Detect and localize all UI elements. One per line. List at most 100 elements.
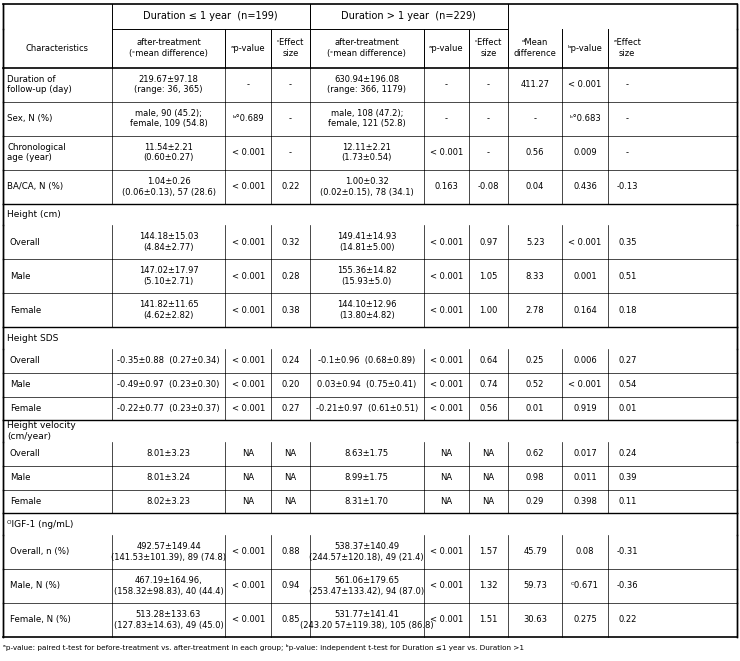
Text: 0.51: 0.51 [618,272,636,281]
Text: -: - [626,148,629,157]
Text: 45.79: 45.79 [523,547,547,557]
Text: 0.24: 0.24 [618,449,636,458]
Text: 8.99±1.75: 8.99±1.75 [345,473,388,482]
Text: NA: NA [482,497,494,506]
Text: < 0.001: < 0.001 [232,615,265,625]
Text: NA: NA [482,473,494,482]
Text: < 0.001: < 0.001 [430,238,463,247]
Text: 0.164: 0.164 [574,306,597,315]
Text: < 0.001: < 0.001 [430,380,463,389]
Text: 0.56: 0.56 [526,148,545,157]
Text: -0.22±0.77  (0.23±0.37): -0.22±0.77 (0.23±0.37) [117,404,220,413]
Text: ᵃp-value: ᵃp-value [429,44,464,53]
Text: NA: NA [284,449,297,458]
Text: ᵃp-value: paired t-test for before-treatment vs. after-treatment in each group; : ᵃp-value: paired t-test for before-treat… [3,644,524,651]
Text: Male: Male [10,272,30,281]
Text: -0.13: -0.13 [616,182,638,191]
Text: < 0.001: < 0.001 [232,148,265,157]
Text: 8.01±3.24: 8.01±3.24 [147,473,190,482]
Text: 0.011: 0.011 [574,473,597,482]
Text: < 0.001: < 0.001 [430,148,463,157]
Text: 0.32: 0.32 [281,238,300,247]
Text: 0.88: 0.88 [281,547,300,557]
Text: < 0.001: < 0.001 [568,238,602,247]
Text: Overall, n (%): Overall, n (%) [10,547,70,557]
Text: 0.25: 0.25 [526,356,545,366]
Text: -: - [289,80,292,89]
Text: < 0.001: < 0.001 [232,238,265,247]
Text: 1.32: 1.32 [480,582,498,590]
Text: -0.1±0.96  (0.68±0.89): -0.1±0.96 (0.68±0.89) [318,356,415,366]
Text: -: - [487,114,490,123]
Text: < 0.001: < 0.001 [232,380,265,389]
Text: 8.33: 8.33 [526,272,545,281]
Text: 0.006: 0.006 [574,356,597,366]
Text: 0.22: 0.22 [281,182,300,191]
Text: 0.28: 0.28 [281,272,300,281]
Text: < 0.001: < 0.001 [232,582,265,590]
Text: < 0.001: < 0.001 [430,615,463,625]
Text: 8.01±3.23: 8.01±3.23 [147,449,190,458]
Text: < 0.001: < 0.001 [232,547,265,557]
Text: 467.19±164.96,
(158.32±98.83), 40 (44.4): 467.19±164.96, (158.32±98.83), 40 (44.4) [114,576,223,596]
Text: 0.54: 0.54 [618,380,636,389]
Text: 30.63: 30.63 [523,615,547,625]
Text: 0.94: 0.94 [281,582,300,590]
Text: 0.22: 0.22 [618,615,636,625]
Text: < 0.001: < 0.001 [430,306,463,315]
Text: 5.23: 5.23 [526,238,545,247]
Text: 144.10±12.96
(13.80±4.82): 144.10±12.96 (13.80±4.82) [337,300,397,320]
Text: Characteristics: Characteristics [26,44,89,53]
Text: NA: NA [284,497,297,506]
Text: 8.63±1.75: 8.63±1.75 [345,449,388,458]
Text: 0.436: 0.436 [573,182,597,191]
Text: BA/CA, N (%): BA/CA, N (%) [7,182,63,191]
Text: 0.64: 0.64 [480,356,498,366]
Text: 141.82±11.65
(4.62±2.82): 141.82±11.65 (4.62±2.82) [138,300,198,320]
Text: < 0.001: < 0.001 [430,582,463,590]
Text: < 0.001: < 0.001 [232,404,265,413]
Text: 0.27: 0.27 [618,356,636,366]
Text: -: - [534,114,536,123]
Text: Male: Male [10,473,30,482]
Text: Female: Female [10,306,41,315]
Text: 0.18: 0.18 [618,306,636,315]
Text: 0.398: 0.398 [573,497,597,506]
Text: < 0.001: < 0.001 [430,272,463,281]
Text: 538.37±140.49
(244.57±120.18), 49 (21.4): 538.37±140.49 (244.57±120.18), 49 (21.4) [309,542,424,562]
Text: 0.08: 0.08 [576,547,594,557]
Text: after-treatment
(ᶜmean difference): after-treatment (ᶜmean difference) [129,38,208,58]
Text: < 0.001: < 0.001 [568,380,602,389]
Text: 219.67±97.18
(range: 36, 365): 219.67±97.18 (range: 36, 365) [134,75,203,95]
Text: ᵉEffect
size: ᵉEffect size [613,38,641,58]
Text: < 0.001: < 0.001 [232,306,265,315]
Text: Duration ≤ 1 year  (n=199): Duration ≤ 1 year (n=199) [144,11,278,21]
Text: 0.29: 0.29 [526,497,545,506]
Text: NA: NA [440,473,452,482]
Text: Chronological
age (year): Chronological age (year) [7,143,66,163]
Text: Male, N (%): Male, N (%) [10,582,60,590]
Text: Height SDS: Height SDS [7,334,58,342]
Text: 492.57±149.44
(141.53±101.39), 89 (74.8): 492.57±149.44 (141.53±101.39), 89 (74.8) [111,542,226,562]
Text: 0.017: 0.017 [574,449,597,458]
Text: ᶜEffect
size: ᶜEffect size [475,38,502,58]
Text: 0.001: 0.001 [574,272,597,281]
Text: 0.03±0.94  (0.75±0.41): 0.03±0.94 (0.75±0.41) [317,380,417,389]
Text: 1.04±0.26
(0.06±0.13), 57 (28.6): 1.04±0.26 (0.06±0.13), 57 (28.6) [121,176,215,196]
Text: -: - [626,114,629,123]
Text: -: - [445,114,448,123]
Text: ᵃp-value: ᵃp-value [231,44,266,53]
Text: 144.18±15.03
(4.84±2.77): 144.18±15.03 (4.84±2.77) [138,233,198,252]
Text: < 0.001: < 0.001 [232,272,265,281]
Text: 0.39: 0.39 [618,473,636,482]
Text: 155.36±14.82
(15.93±5.0): 155.36±14.82 (15.93±5.0) [337,266,397,286]
Text: 0.38: 0.38 [281,306,300,315]
Text: 12.11±2.21
(1.73±0.54): 12.11±2.21 (1.73±0.54) [341,143,392,163]
Text: 1.00±0.32
(0.02±0.15), 78 (34.1): 1.00±0.32 (0.02±0.15), 78 (34.1) [320,176,414,196]
Text: ᵏ°0.683: ᵏ°0.683 [569,114,601,123]
Text: -: - [445,80,448,89]
Text: 0.275: 0.275 [574,615,597,625]
Text: -: - [289,114,292,123]
Text: 0.009: 0.009 [574,148,597,157]
Text: 1.05: 1.05 [480,272,498,281]
